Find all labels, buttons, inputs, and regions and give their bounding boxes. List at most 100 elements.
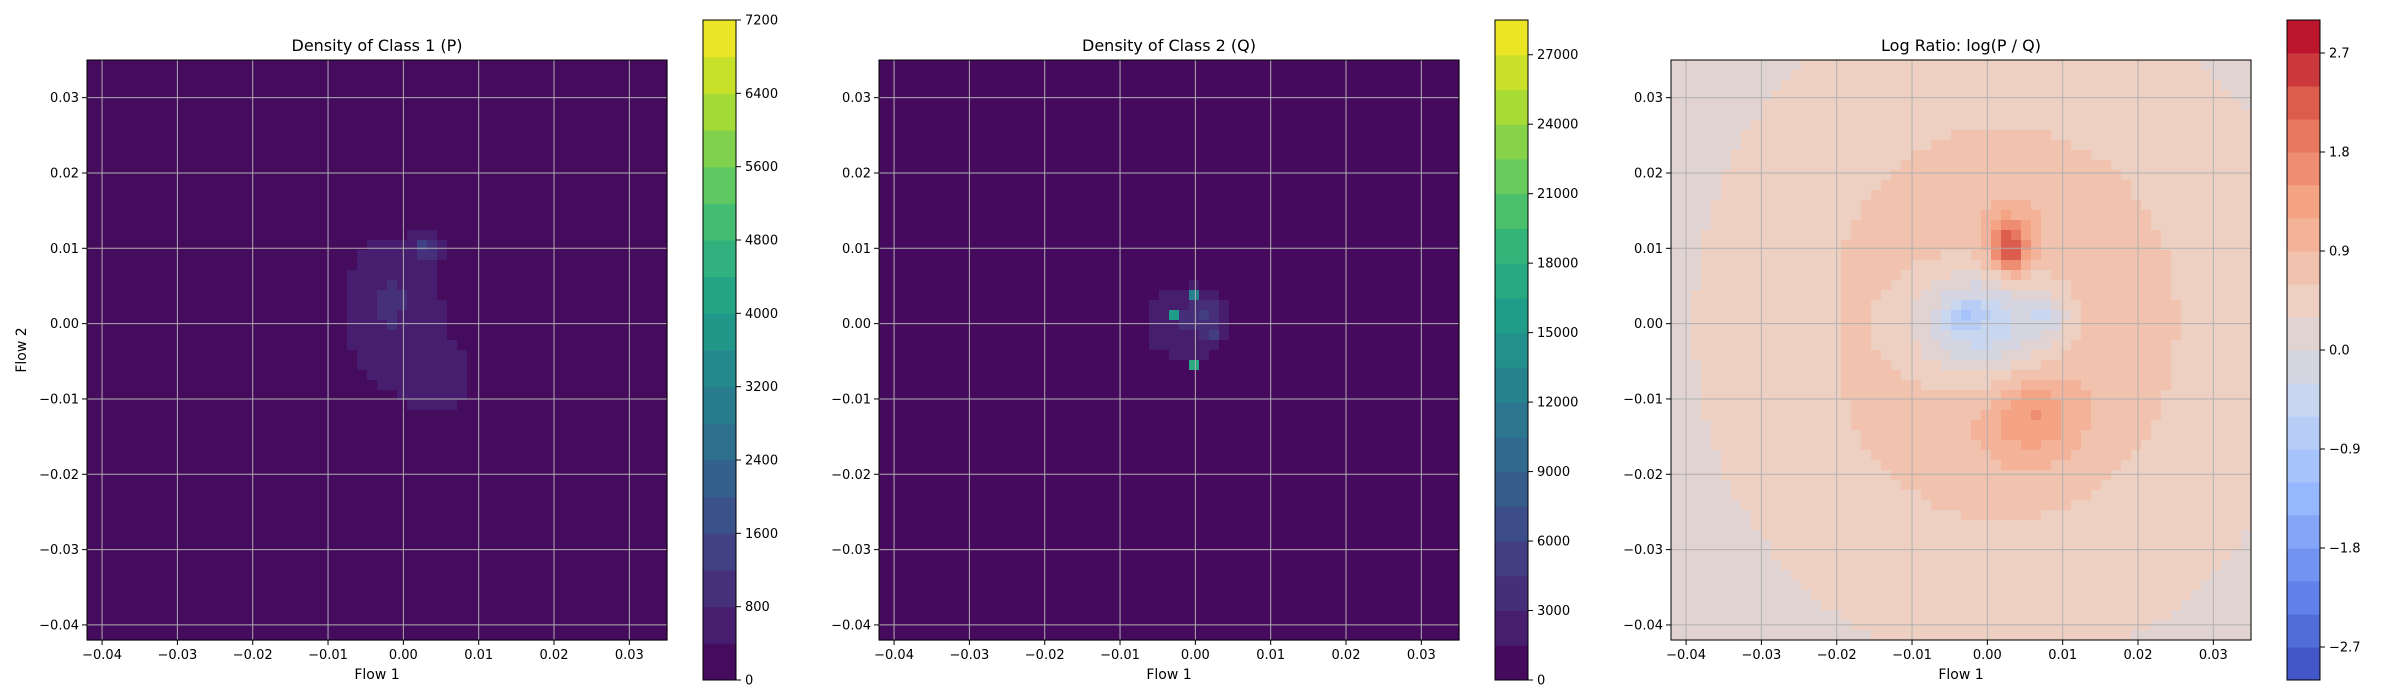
heatmap-cell	[237, 400, 248, 411]
heatmap-cell	[999, 100, 1010, 111]
heatmap-cell	[127, 470, 138, 481]
heatmap-cell	[909, 500, 920, 511]
heatmap-cell	[117, 460, 128, 471]
heatmap-cell	[367, 540, 378, 551]
heatmap-cell	[237, 450, 248, 461]
heatmap-cell	[387, 140, 398, 151]
heatmap-cell	[647, 370, 658, 381]
heatmap-cell	[607, 140, 618, 151]
heatmap-cell	[117, 110, 128, 121]
heatmap-cell	[117, 480, 128, 491]
heatmap-cell	[919, 110, 930, 121]
heatmap-cell	[187, 270, 198, 281]
heatmap-cell	[879, 160, 890, 171]
heatmap-cell	[587, 230, 598, 241]
heatmap-cell	[1049, 70, 1060, 81]
heatmap-cell	[447, 330, 458, 341]
heatmap-cell	[587, 490, 598, 501]
heatmap-cell	[317, 190, 328, 201]
heatmap-cell	[387, 500, 398, 511]
heatmap-cell	[1059, 470, 1070, 481]
heatmap-cell	[217, 520, 228, 531]
heatmap-cell	[1099, 60, 1110, 71]
colorbar-tick-label: 4800	[745, 234, 778, 249]
heatmap-cell	[207, 400, 218, 411]
heatmap-cell	[1029, 450, 1040, 461]
heatmap-cell	[657, 470, 668, 481]
heatmap-cell	[467, 630, 478, 641]
heatmap-cell	[577, 580, 588, 591]
heatmap-cell	[237, 560, 248, 571]
heatmap-cell	[1049, 470, 1060, 481]
heatmap-cell	[627, 130, 638, 141]
heatmap-cell	[587, 600, 598, 611]
heatmap-cell	[1139, 210, 1150, 221]
heatmap-cell	[1099, 570, 1110, 581]
heatmap-cell	[267, 260, 278, 271]
heatmap-cell	[467, 210, 478, 221]
heatmap-cell	[137, 500, 148, 511]
heatmap-cell	[87, 600, 98, 611]
heatmap-cell	[1119, 460, 1130, 471]
heatmap-cell	[537, 250, 548, 261]
heatmap-cell	[217, 540, 228, 551]
heatmap-cell	[1059, 130, 1070, 141]
heatmap-cell	[969, 150, 980, 161]
heatmap-cell	[277, 320, 288, 331]
heatmap-cell	[377, 380, 388, 391]
heatmap-cell	[1019, 590, 1030, 601]
heatmap-cell	[337, 430, 348, 441]
heatmap-cell	[949, 150, 960, 161]
heatmap-cell	[879, 350, 890, 361]
heatmap-cell	[537, 330, 548, 341]
heatmap-cell	[577, 270, 588, 281]
heatmap-cell	[257, 630, 268, 641]
heatmap-cell	[1019, 190, 1030, 201]
heatmap-cell	[237, 310, 248, 321]
heatmap-cell	[107, 60, 118, 71]
heatmap-cell	[117, 410, 128, 421]
heatmap-cell	[1109, 520, 1120, 531]
heatmap-cell	[387, 130, 398, 141]
heatmap-cell	[287, 80, 298, 91]
heatmap-cell	[1009, 450, 1020, 461]
heatmap-cell	[1079, 170, 1090, 181]
heatmap-cell	[147, 470, 158, 481]
heatmap-cell	[1009, 440, 1020, 451]
heatmap-cell	[297, 450, 308, 461]
heatmap-cell	[1009, 400, 1020, 411]
heatmap-cell	[547, 180, 558, 191]
heatmap-cell	[989, 110, 1000, 121]
heatmap-cell	[417, 260, 428, 271]
heatmap-cell	[577, 240, 588, 251]
heatmap-cell	[507, 370, 518, 381]
heatmap-cell	[117, 630, 128, 641]
heatmap-cell	[447, 70, 458, 81]
heatmap-cell	[969, 440, 980, 451]
heatmap-cell	[1029, 220, 1040, 231]
heatmap-cell	[1079, 370, 1090, 381]
heatmap-cell	[497, 470, 508, 481]
heatmap-cell	[457, 400, 468, 411]
heatmap-cell	[447, 220, 458, 231]
heatmap-cell	[979, 530, 990, 541]
heatmap-cell	[1079, 150, 1090, 161]
heatmap-cell	[337, 280, 348, 291]
heatmap-cell	[157, 530, 168, 541]
heatmap-cell	[617, 250, 628, 261]
heatmap-cell	[919, 580, 930, 591]
heatmap-cell	[297, 570, 308, 581]
heatmap-cell	[287, 480, 298, 491]
heatmap-cell	[587, 400, 598, 411]
heatmap-cell	[547, 350, 558, 361]
heatmap-cell	[207, 430, 218, 441]
heatmap-cell	[387, 160, 398, 171]
heatmap-cell	[327, 550, 338, 561]
heatmap-cell	[517, 580, 528, 591]
heatmap-cell	[117, 100, 128, 111]
heatmap-cell	[617, 80, 628, 91]
heatmap-cell	[307, 130, 318, 141]
heatmap-cell	[969, 200, 980, 211]
heatmap-cell	[187, 510, 198, 521]
heatmap-cell	[617, 430, 628, 441]
